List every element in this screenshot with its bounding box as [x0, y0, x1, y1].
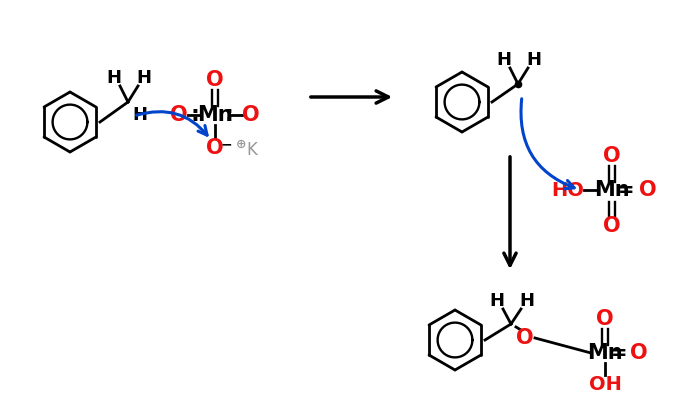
Text: H: H — [496, 51, 511, 69]
Text: =: = — [618, 180, 634, 199]
Text: :: : — [225, 105, 233, 125]
Text: H: H — [520, 292, 534, 310]
Text: O: O — [516, 328, 534, 348]
Text: O: O — [206, 70, 223, 90]
Text: OH: OH — [589, 375, 621, 395]
Text: Mn: Mn — [594, 180, 630, 200]
Text: HO: HO — [552, 180, 584, 199]
Text: :: : — [191, 105, 199, 125]
Text: −: − — [220, 137, 232, 151]
Text: O: O — [603, 146, 621, 166]
Text: O: O — [170, 105, 188, 125]
Text: H: H — [527, 51, 541, 69]
Text: Mn: Mn — [587, 343, 623, 363]
Text: H: H — [106, 69, 121, 87]
Text: O: O — [603, 216, 621, 236]
Text: K: K — [246, 141, 257, 159]
Text: =: = — [611, 344, 627, 363]
Text: H: H — [489, 292, 505, 310]
Text: H: H — [137, 69, 151, 87]
Text: O: O — [206, 138, 223, 158]
Text: O: O — [596, 309, 613, 329]
Text: O: O — [639, 180, 657, 200]
Text: ⊕: ⊕ — [236, 138, 246, 150]
Text: Mn: Mn — [197, 105, 232, 125]
Text: H: H — [132, 106, 147, 124]
Text: O: O — [242, 105, 260, 125]
Text: O: O — [630, 343, 648, 363]
